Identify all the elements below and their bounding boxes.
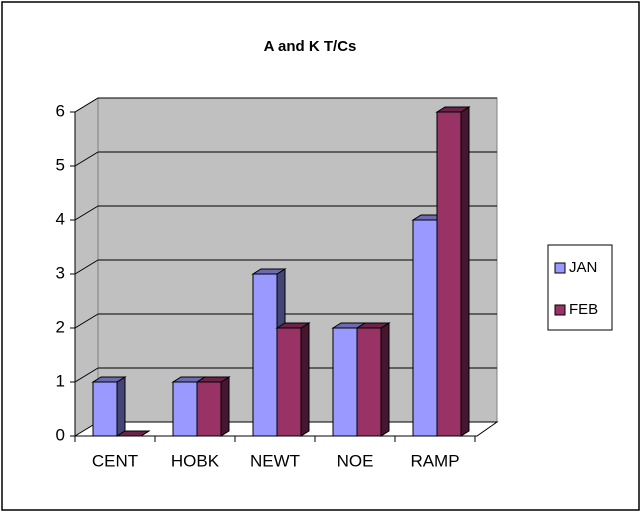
x-tick-label: NEWT [250, 451, 300, 470]
grid-line [74, 205, 99, 221]
x-tick-label: NOE [337, 451, 374, 470]
bar [412, 219, 438, 437]
legend-swatch [554, 304, 566, 316]
y-tick-label: 5 [56, 155, 65, 174]
chart-title: A and K T/Cs [264, 38, 357, 55]
bar-side [460, 106, 470, 437]
y-tick-label: 2 [56, 317, 65, 336]
y-tick-label: 6 [56, 101, 65, 120]
bar [196, 381, 222, 437]
x-tick-label: CENT [92, 451, 138, 470]
bar [436, 111, 462, 437]
grid-line [74, 259, 99, 275]
grid-line [74, 367, 99, 383]
bar-side [220, 376, 230, 437]
legend [547, 244, 613, 331]
grid-line [74, 313, 99, 329]
legend-swatch [554, 262, 566, 274]
bar-top [115, 430, 151, 437]
y-tick-label: 3 [56, 263, 65, 282]
grid-line [74, 97, 99, 113]
bar-side [300, 322, 310, 437]
bar [356, 327, 382, 437]
bar [172, 381, 198, 437]
x-tick-label: HOBK [171, 451, 220, 470]
bar [92, 381, 118, 437]
bar-side [116, 376, 126, 437]
bar [332, 327, 358, 437]
y-tick-label: 4 [56, 209, 65, 228]
bar-side [380, 322, 390, 437]
bar [276, 327, 302, 437]
bar [252, 273, 278, 437]
x-tick-label: RAMP [410, 451, 459, 470]
legend-label: JAN [569, 259, 597, 276]
y-tick-label: 1 [56, 371, 65, 390]
legend-label: FEB [569, 301, 598, 318]
grid-line [74, 151, 99, 167]
y-tick-label: 0 [56, 425, 65, 444]
